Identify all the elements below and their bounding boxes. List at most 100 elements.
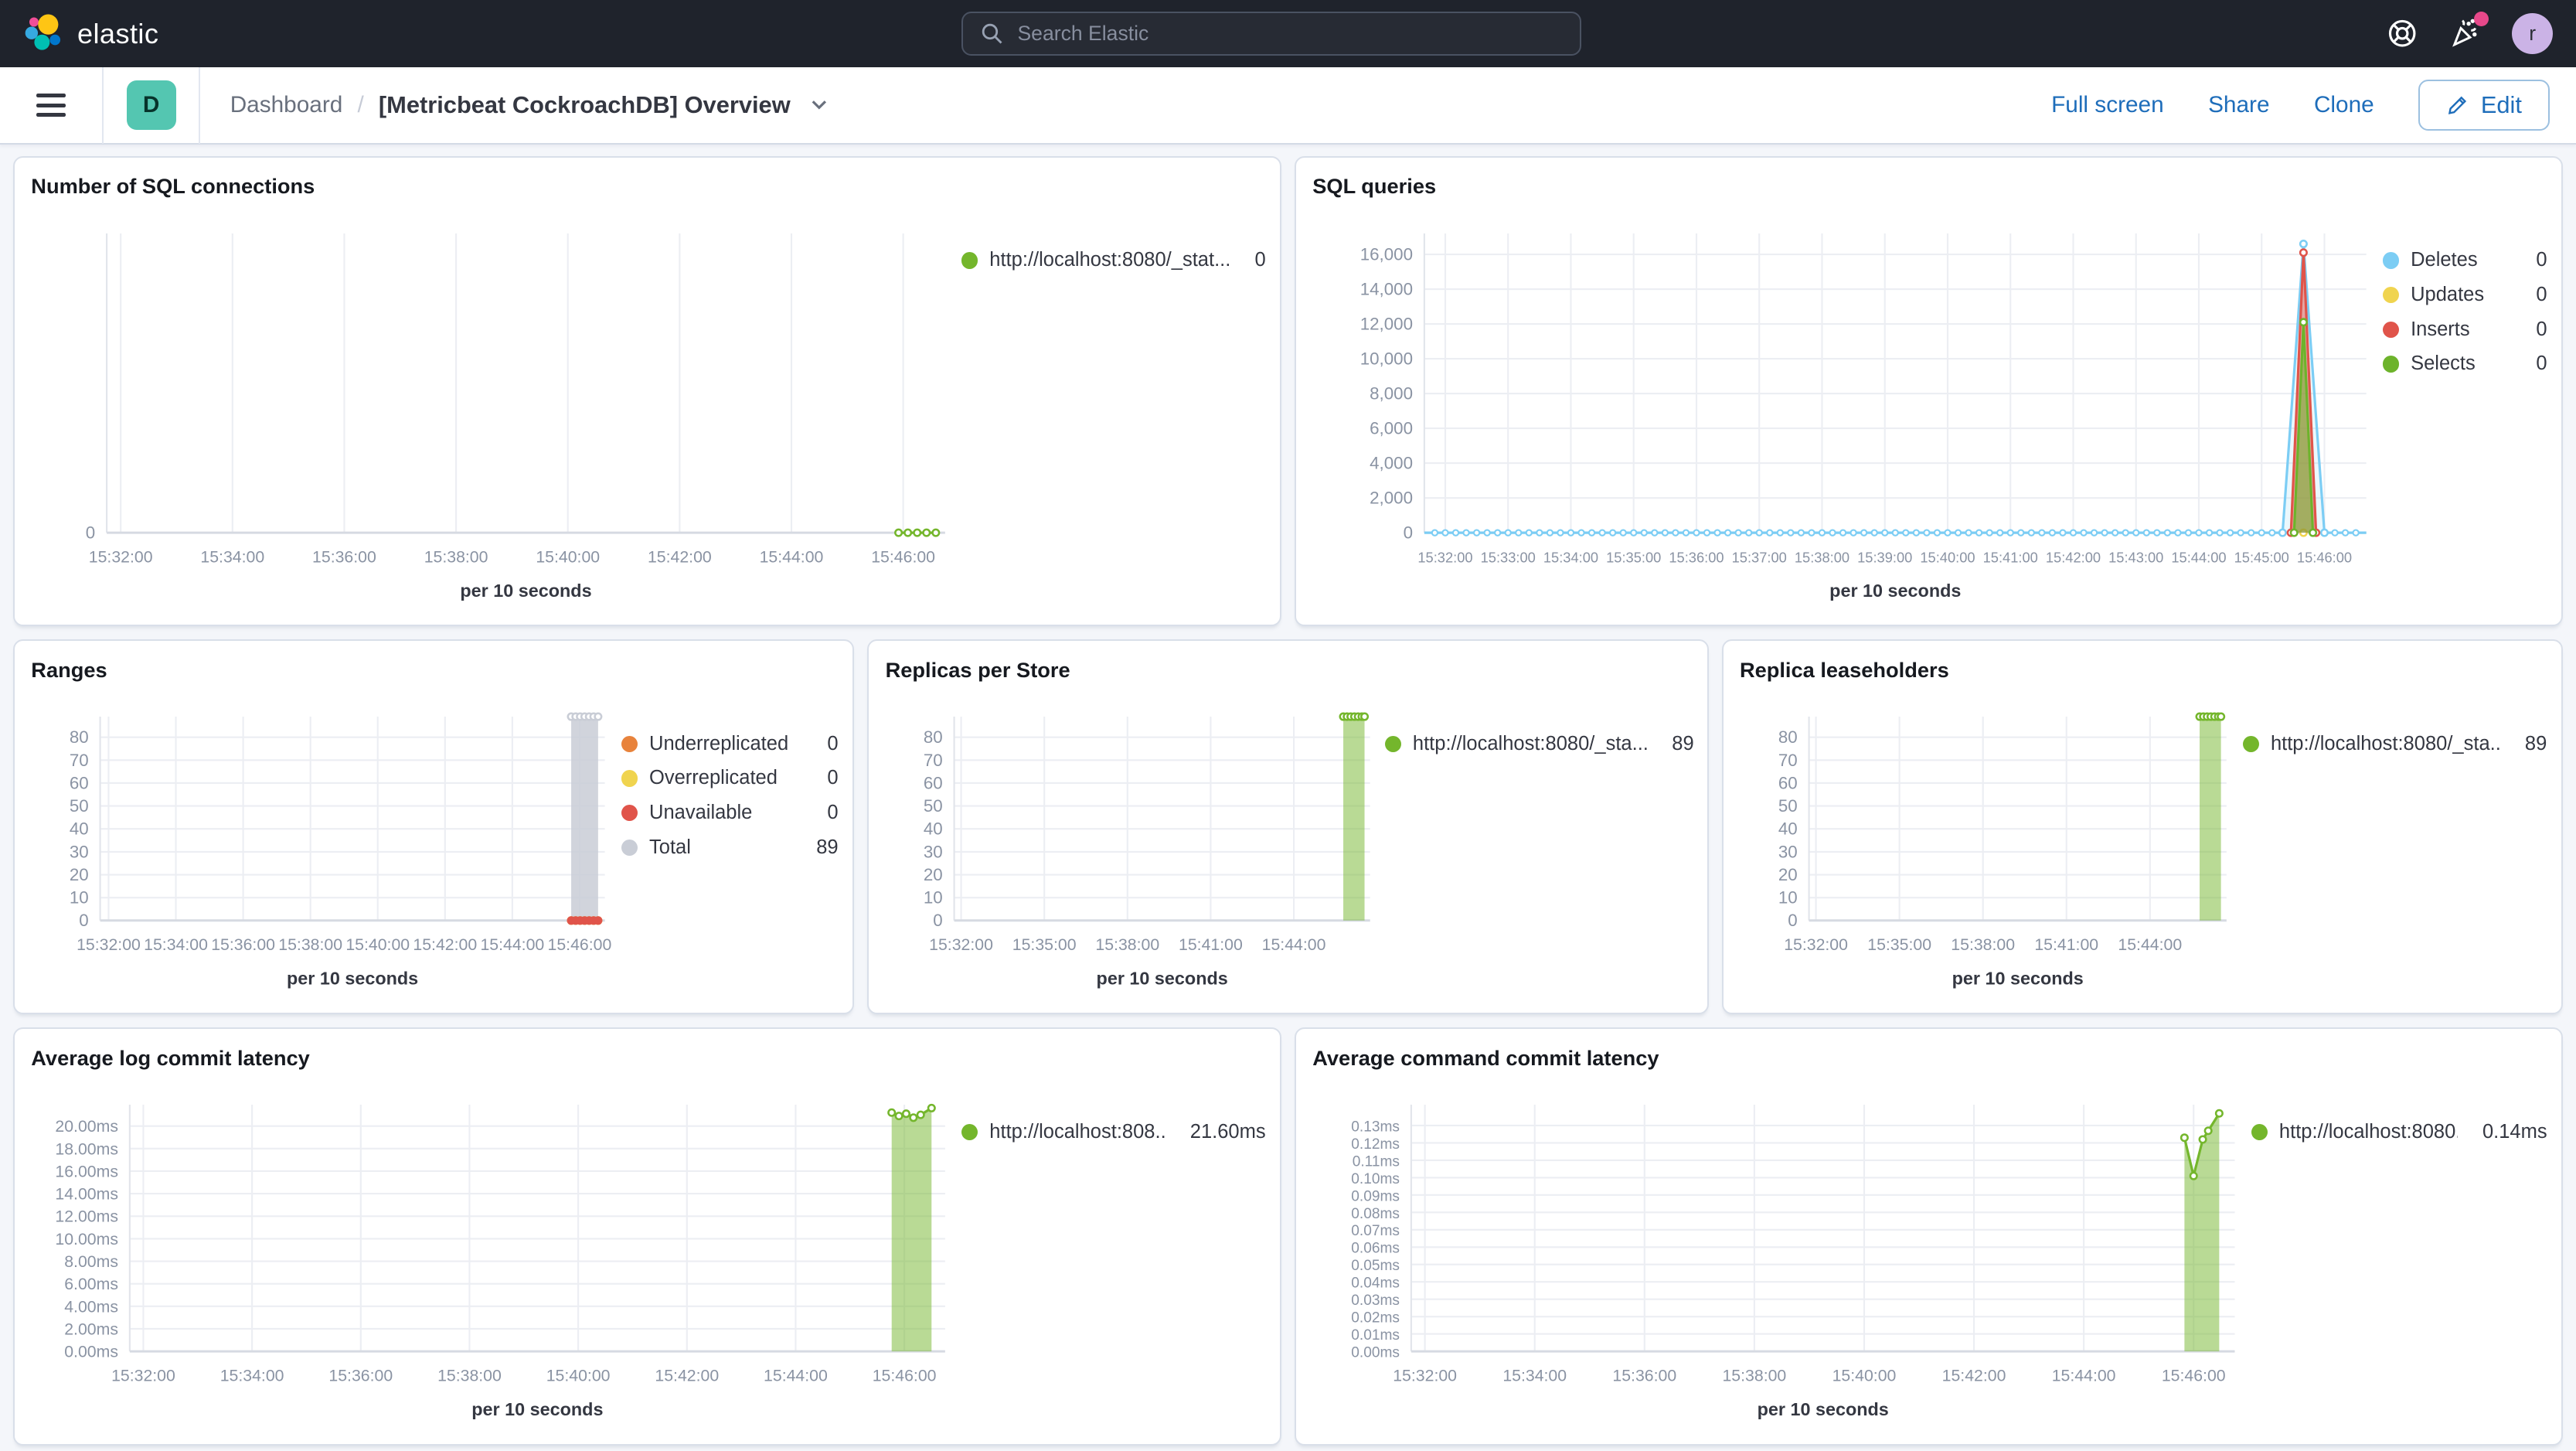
chart-legend: http://localhost:8080/_stat... 0 <box>961 207 1266 611</box>
svg-text:0.12ms: 0.12ms <box>1351 1136 1400 1153</box>
legend-item[interactable]: http://localhost:808... 21.60ms <box>961 1115 1266 1150</box>
legend-item[interactable]: Updates 0 <box>2382 278 2547 312</box>
search-input[interactable] <box>1017 22 1564 46</box>
svg-text:15:38:00: 15:38:00 <box>437 1367 502 1385</box>
svg-text:0.00ms: 0.00ms <box>64 1343 118 1361</box>
svg-text:0.02ms: 0.02ms <box>1351 1310 1400 1327</box>
svg-text:0.13ms: 0.13ms <box>1351 1119 1400 1136</box>
full-screen-button[interactable]: Full screen <box>2051 92 2164 118</box>
svg-text:20: 20 <box>1778 865 1798 884</box>
legend-item[interactable]: Unavailable 0 <box>621 795 839 830</box>
panel-title: SQL queries <box>1312 174 1437 199</box>
svg-text:15:38:00: 15:38:00 <box>1096 935 1160 954</box>
space-badge[interactable]: D <box>126 80 176 131</box>
legend-item[interactable]: http://localhost:8080/_stat... 0 <box>961 244 1266 278</box>
breadcrumb: Dashboard / [Metricbeat CockroachDB] Ove… <box>230 91 830 119</box>
clone-button[interactable]: Clone <box>2313 92 2374 118</box>
svg-text:15:36:00: 15:36:00 <box>211 935 275 954</box>
svg-text:16,000: 16,000 <box>1360 244 1413 264</box>
page-title[interactable]: [Metricbeat CockroachDB] Overview <box>378 91 791 119</box>
svg-text:14,000: 14,000 <box>1360 279 1413 298</box>
legend-label: Selects <box>2411 353 2476 375</box>
svg-text:15:44:00: 15:44:00 <box>2052 1367 2116 1385</box>
svg-text:50: 50 <box>1778 796 1798 816</box>
svg-text:0.03ms: 0.03ms <box>1351 1293 1400 1309</box>
brand[interactable]: elastic <box>23 13 159 54</box>
legend-dot-icon <box>961 252 978 269</box>
svg-text:0.10ms: 0.10ms <box>1351 1171 1400 1187</box>
svg-text:15:36:00: 15:36:00 <box>1669 549 1724 565</box>
svg-text:15:44:00: 15:44:00 <box>760 547 824 566</box>
svg-text:20.00ms: 20.00ms <box>55 1117 118 1136</box>
svg-text:10: 10 <box>924 888 943 908</box>
svg-text:15:40:00: 15:40:00 <box>536 547 600 566</box>
news-button[interactable] <box>2449 11 2489 49</box>
chart-canvas-avg-log-commit-latency[interactable]: 15:32:00 15:34:00 15:36:00 15:38:00 15:40:00… <box>28 1078 961 1430</box>
chart-canvas-avg-command-commit-latency[interactable]: 15:32:00 15:34:00 15:36:00 15:38:00 15:40:00… <box>1309 1078 2251 1430</box>
svg-text:2,000: 2,000 <box>1370 488 1413 507</box>
chart-canvas-sql-queries[interactable]: 15:32:00 15:33:00 15:34:00 15:35:00 15:36:00… <box>1309 207 2383 611</box>
chart-canvas-replica-leaseholders[interactable]: 15:32:00 15:35:00 15:38:00 15:41:00 15:44:00… <box>1737 690 2243 1000</box>
chevron-down-icon[interactable] <box>808 94 830 116</box>
legend-item[interactable]: Overreplicated 0 <box>621 761 839 796</box>
svg-text:40: 40 <box>924 819 943 839</box>
global-search[interactable] <box>961 11 1582 56</box>
svg-text:0.01ms: 0.01ms <box>1351 1327 1400 1344</box>
chart-canvas-replicas-per-store[interactable]: 15:32:00 15:35:00 15:38:00 15:41:00 15:44:00… <box>882 690 1384 1000</box>
menu-button[interactable] <box>23 77 79 133</box>
legend-item[interactable]: http://localhost:8080... 0.14ms <box>2251 1115 2547 1150</box>
chart-canvas-ranges[interactable]: 15:32:00 15:34:00 15:36:00 15:38:00 15:40:00… <box>28 690 621 1000</box>
legend-item[interactable]: Total 89 <box>621 830 839 865</box>
legend-value: 0 <box>827 767 839 789</box>
legend-item[interactable]: Selects 0 <box>2382 347 2547 382</box>
svg-text:20: 20 <box>70 865 89 884</box>
legend-label: Total <box>649 836 691 858</box>
svg-text:0.05ms: 0.05ms <box>1351 1258 1400 1274</box>
svg-text:70: 70 <box>1778 751 1798 770</box>
panel-replicas-per-store: Replicas per Store 15:32:00 15:35:00 15:38:… <box>867 639 1709 1015</box>
svg-text:15:34:00: 15:34:00 <box>220 1367 284 1385</box>
legend-item[interactable]: http://localhost:8080/_sta... 89 <box>2242 727 2547 761</box>
chart-legend: Deletes 0 Updates 0 Inserts 0 Selects 0 <box>2382 207 2547 611</box>
svg-text:15:35:00: 15:35:00 <box>1606 549 1661 565</box>
svg-text:15:34:00: 15:34:00 <box>1502 1367 1567 1385</box>
legend-item[interactable]: Deletes 0 <box>2382 244 2547 278</box>
svg-text:50: 50 <box>70 796 89 816</box>
legend-item[interactable]: Underreplicated 0 <box>621 727 839 761</box>
svg-text:12,000: 12,000 <box>1360 314 1413 333</box>
svg-text:60: 60 <box>924 774 943 793</box>
svg-text:15:42:00: 15:42:00 <box>413 935 477 954</box>
svg-text:15:32:00: 15:32:00 <box>1393 1367 1457 1385</box>
legend-item[interactable]: http://localhost:8080/_sta... 89 <box>1384 727 1694 761</box>
user-avatar[interactable]: r <box>2512 13 2554 55</box>
breadcrumb-dashboard-link[interactable]: Dashboard <box>230 92 343 118</box>
legend-value: 89 <box>2524 732 2547 754</box>
svg-text:15:44:00: 15:44:00 <box>2171 549 2226 565</box>
svg-text:80: 80 <box>924 727 943 747</box>
svg-text:15:46:00: 15:46:00 <box>873 1367 937 1385</box>
legend-value: 0 <box>2536 249 2547 271</box>
svg-text:15:33:00: 15:33:00 <box>1481 549 1536 565</box>
svg-text:50: 50 <box>924 796 943 816</box>
svg-text:15:34:00: 15:34:00 <box>1543 549 1598 565</box>
legend-value: 0 <box>827 802 839 824</box>
svg-text:0.04ms: 0.04ms <box>1351 1276 1400 1292</box>
svg-text:10: 10 <box>1778 888 1798 908</box>
avatar-initial: r <box>2529 22 2537 46</box>
chart-canvas-sql-connections[interactable]: 15:32:00 15:34:00 15:36:00 15:38:00 15:40:00… <box>28 207 961 611</box>
svg-text:15:41:00: 15:41:00 <box>2034 935 2098 954</box>
legend-label: Updates <box>2411 284 2485 306</box>
svg-text:0.11ms: 0.11ms <box>1353 1154 1400 1170</box>
panel-ranges: Ranges 15:32:00 15:34:00 15:36:00 15:38:00 15… <box>13 639 855 1015</box>
svg-text:15:32:00: 15:32:00 <box>930 935 994 954</box>
share-button[interactable]: Share <box>2208 92 2270 118</box>
legend-value: 89 <box>816 836 839 858</box>
svg-text:14.00ms: 14.00ms <box>55 1185 118 1204</box>
svg-text:70: 70 <box>924 751 943 770</box>
edit-button[interactable]: Edit <box>2418 80 2550 131</box>
svg-text:15:36:00: 15:36:00 <box>312 547 376 566</box>
help-button[interactable] <box>2387 18 2418 49</box>
legend-item[interactable]: Inserts 0 <box>2382 312 2547 347</box>
svg-text:30: 30 <box>924 842 943 861</box>
legend-dot-icon <box>621 770 638 787</box>
